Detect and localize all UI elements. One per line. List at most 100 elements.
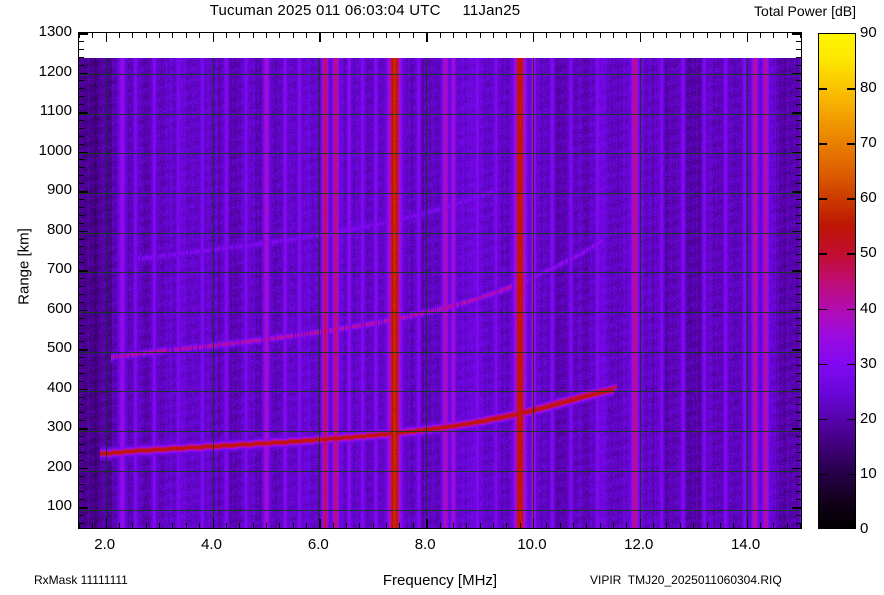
axis-tick bbox=[79, 364, 84, 366]
axis-tick bbox=[506, 33, 508, 38]
axis-tick bbox=[796, 56, 801, 58]
axis-tick bbox=[145, 33, 147, 38]
colorbar-tick-label: 60 bbox=[860, 189, 877, 207]
axis-tick bbox=[599, 523, 601, 528]
axis-tick bbox=[693, 33, 695, 38]
axis-tick bbox=[796, 357, 801, 359]
axis-tick bbox=[719, 33, 721, 38]
axis-tick bbox=[79, 278, 84, 280]
axis-tick bbox=[79, 483, 84, 485]
axis-tick bbox=[79, 515, 84, 517]
axis-tick bbox=[79, 523, 84, 525]
axis-tick bbox=[346, 33, 348, 38]
colorbar-tick bbox=[819, 418, 827, 421]
axis-tick bbox=[79, 246, 84, 248]
axis-tick bbox=[792, 507, 801, 509]
colorbar[interactable]: 0 10 20 30 40 50 60 70 80 90 bbox=[818, 24, 877, 537]
axis-tick bbox=[185, 523, 187, 528]
axis-tick bbox=[172, 523, 174, 528]
gridline-vertical bbox=[746, 58, 748, 528]
colorbar-tick-label: 20 bbox=[860, 409, 877, 427]
colorbar-tick-labels: 0 10 20 30 40 50 60 70 80 90 bbox=[860, 24, 884, 537]
axis-tick bbox=[79, 80, 84, 82]
x-tick-label: 4.0 bbox=[201, 536, 222, 553]
axis-tick bbox=[733, 33, 735, 38]
axis-tick bbox=[792, 428, 801, 430]
axis-tick bbox=[639, 519, 642, 528]
axis-tick bbox=[265, 523, 267, 528]
axis-tick bbox=[79, 396, 84, 398]
axis-tick bbox=[796, 372, 801, 374]
axis-tick bbox=[79, 444, 84, 445]
axis-tick bbox=[796, 278, 801, 280]
axis-tick bbox=[239, 523, 241, 528]
gridline-vertical bbox=[105, 58, 107, 528]
gridline-horizontal bbox=[79, 470, 801, 472]
axis-tick bbox=[800, 523, 801, 528]
axis-tick bbox=[796, 515, 801, 517]
axis-tick bbox=[252, 523, 254, 528]
axis-tick bbox=[532, 519, 535, 528]
axis-tick bbox=[265, 33, 267, 38]
axis-tick bbox=[796, 127, 801, 129]
axis-tick bbox=[792, 349, 801, 351]
axis-tick bbox=[225, 33, 227, 38]
axis-tick bbox=[79, 198, 84, 200]
axis-tick bbox=[79, 119, 84, 121]
gridline-horizontal bbox=[79, 113, 801, 115]
axis-tick bbox=[79, 428, 88, 430]
axis-tick bbox=[800, 33, 801, 38]
axis-tick bbox=[773, 33, 775, 38]
axis-tick bbox=[412, 33, 414, 38]
axis-tick bbox=[796, 246, 801, 248]
axis-tick bbox=[706, 33, 708, 38]
axis-tick bbox=[79, 230, 88, 233]
axis-tick bbox=[185, 33, 187, 38]
axis-tick bbox=[786, 33, 788, 38]
ionogram-image[interactable] bbox=[79, 58, 801, 528]
colorbar-tick bbox=[847, 473, 855, 476]
axis-tick bbox=[613, 523, 615, 528]
y-tick-label: 200 bbox=[46, 457, 72, 475]
colorbar-gradient bbox=[818, 33, 856, 529]
axis-tick bbox=[796, 436, 801, 438]
axis-tick bbox=[792, 72, 801, 75]
ionogram-plot-area[interactable] bbox=[78, 32, 802, 529]
axis-tick bbox=[792, 151, 801, 154]
gridline-vertical bbox=[639, 58, 641, 528]
axis-tick bbox=[439, 523, 441, 528]
axis-tick bbox=[796, 206, 801, 208]
axis-tick bbox=[412, 523, 414, 528]
axis-tick bbox=[796, 175, 801, 177]
axis-tick bbox=[79, 175, 84, 177]
colorbar-tick bbox=[847, 143, 855, 145]
axis-tick bbox=[796, 325, 801, 327]
axis-tick bbox=[796, 317, 801, 319]
colorbar-ticks bbox=[818, 33, 856, 529]
axis-tick bbox=[746, 519, 749, 528]
axis-tick bbox=[79, 262, 84, 264]
axis-tick bbox=[119, 523, 121, 528]
axis-tick bbox=[79, 475, 84, 477]
axis-tick bbox=[796, 293, 801, 295]
axis-tick bbox=[199, 523, 201, 528]
gridline-horizontal bbox=[79, 510, 801, 512]
axis-tick bbox=[586, 33, 588, 38]
x-axis-title: Frequency [MHz] bbox=[382, 572, 498, 589]
axis-tick bbox=[386, 523, 388, 528]
axis-tick bbox=[532, 33, 535, 42]
axis-tick bbox=[346, 523, 348, 528]
axis-tick bbox=[79, 214, 84, 216]
axis-tick bbox=[792, 270, 801, 272]
axis-tick bbox=[466, 523, 468, 528]
axis-tick bbox=[796, 135, 801, 137]
axis-tick bbox=[79, 254, 84, 256]
axis-tick bbox=[796, 499, 801, 501]
ionogram-canvas[interactable] bbox=[79, 58, 800, 528]
axis-tick bbox=[759, 33, 761, 38]
axis-tick bbox=[796, 96, 801, 98]
y-tick-label: 600 bbox=[46, 299, 72, 317]
axis-tick bbox=[796, 491, 801, 493]
axis-tick bbox=[573, 33, 575, 38]
axis-tick bbox=[666, 523, 668, 528]
